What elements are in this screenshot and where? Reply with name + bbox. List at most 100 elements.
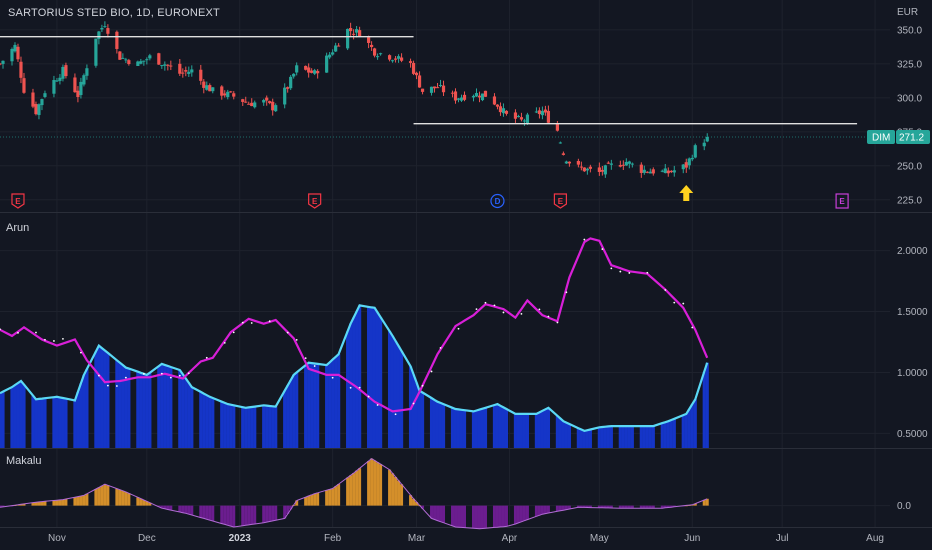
arun-magenta-line — [0, 237, 709, 413]
makalu-bar — [271, 505, 275, 521]
arun-bar — [142, 373, 146, 448]
candle — [564, 161, 568, 164]
makalu-bar — [585, 505, 589, 508]
candle — [396, 56, 401, 59]
makalu-bar — [474, 505, 478, 529]
candle — [127, 60, 131, 65]
candle — [540, 110, 545, 116]
makalu-bar — [103, 484, 107, 506]
makalu-bar — [265, 505, 269, 523]
candle — [136, 61, 140, 67]
arun-bar — [352, 317, 356, 448]
candle — [124, 59, 128, 61]
candle — [202, 81, 206, 88]
candle — [687, 158, 691, 166]
candle — [358, 30, 362, 37]
candle — [82, 75, 86, 85]
arun-bar — [480, 408, 485, 448]
makalu-bar — [43, 501, 47, 506]
arun-dot — [493, 304, 496, 307]
x-tick-label: Nov — [48, 533, 66, 544]
candle — [286, 87, 290, 89]
makalu-bar — [118, 489, 122, 506]
makalu-bar — [579, 505, 583, 508]
arun-dot — [601, 248, 604, 250]
arun-bar — [525, 413, 530, 448]
makalu-bar — [286, 505, 290, 514]
arun-bar — [660, 423, 664, 448]
makalu-bar — [349, 475, 353, 506]
makalu-bar — [19, 504, 23, 506]
candle — [399, 57, 404, 61]
arun-bar — [283, 390, 287, 448]
arun-bar — [157, 366, 161, 448]
makalu-bar — [597, 505, 601, 508]
arun-bar — [0, 393, 2, 448]
candle — [630, 163, 634, 165]
arun-bar — [582, 430, 586, 448]
makalu-bar — [352, 473, 356, 506]
arun-bar — [139, 372, 143, 448]
arun-bar — [103, 350, 107, 448]
arun-bar — [313, 363, 317, 448]
x-tick-label: Jul — [776, 533, 789, 544]
makalu-bar — [501, 505, 505, 527]
candle — [16, 46, 20, 60]
arun-bar — [31, 395, 35, 448]
arun-bar — [82, 374, 86, 448]
makalu-bar — [522, 505, 526, 521]
symbol-badge — [867, 129, 895, 144]
candle — [627, 161, 631, 164]
arun-dot — [538, 308, 541, 311]
makalu-bar — [58, 499, 62, 506]
arun-dot — [295, 338, 298, 341]
candle — [97, 31, 101, 39]
arun-dot — [223, 341, 226, 344]
event-label: E — [558, 197, 564, 206]
arun-dot — [610, 267, 613, 270]
makalu-bar — [76, 496, 80, 506]
arun-axis-tick-label: 2.0000 — [897, 246, 928, 257]
earnings-marker — [553, 193, 567, 209]
candle — [585, 168, 589, 171]
arun-dot — [304, 357, 307, 359]
candle — [58, 77, 62, 81]
candle — [420, 88, 425, 92]
makalu-bar — [334, 486, 338, 506]
makalu-bar — [337, 484, 341, 506]
arun-bar — [450, 407, 455, 448]
arun-bar — [492, 405, 497, 448]
makalu-bar — [136, 497, 140, 506]
candle — [411, 62, 416, 74]
makalu-bar — [202, 505, 206, 519]
makalu-bar — [621, 505, 625, 509]
makalu-bar — [609, 505, 613, 508]
candle — [501, 108, 506, 114]
makalu-bar — [576, 505, 580, 508]
makalu-bar — [630, 505, 634, 509]
makalu-bar — [379, 464, 383, 506]
arun-bar — [564, 422, 568, 448]
candle — [208, 85, 212, 92]
candle — [603, 165, 607, 175]
makalu-bar — [22, 503, 26, 506]
arun-bar — [124, 367, 128, 448]
arun-dot — [556, 321, 559, 324]
makalu-bar — [148, 502, 152, 506]
candle — [621, 164, 625, 166]
arun-bar — [226, 404, 230, 448]
candle — [516, 116, 521, 118]
makalu-bar — [394, 476, 398, 506]
arun-bar — [690, 404, 694, 448]
makalu-bar — [376, 462, 380, 506]
makalu-bar — [555, 505, 559, 512]
candle — [663, 168, 667, 174]
candle — [375, 56, 380, 58]
candle — [31, 92, 35, 107]
arun-bar — [669, 419, 673, 448]
candle — [304, 65, 308, 70]
arun-bar — [543, 409, 548, 448]
makalu-bar — [0, 505, 2, 508]
candle — [211, 87, 215, 92]
